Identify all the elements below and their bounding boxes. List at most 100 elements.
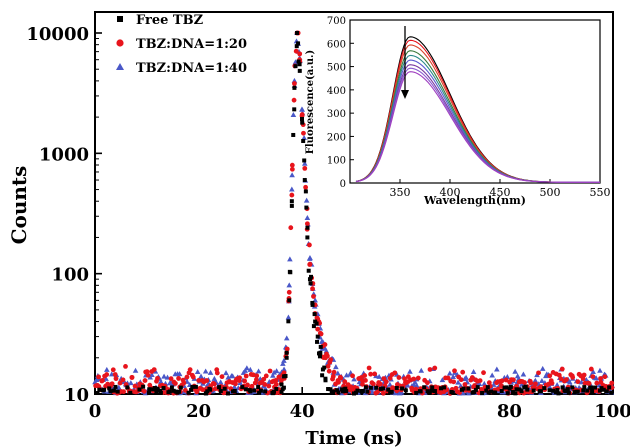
data-point	[300, 116, 305, 121]
data-point	[570, 374, 576, 380]
data-point	[588, 366, 594, 372]
data-point	[186, 390, 191, 395]
data-point	[128, 390, 133, 395]
data-point	[317, 351, 322, 356]
data-point	[513, 391, 518, 396]
inset-x-tick-label-2: 450	[490, 186, 511, 199]
data-point	[147, 382, 153, 388]
data-point	[289, 186, 295, 192]
data-point	[263, 373, 269, 379]
data-point	[169, 385, 174, 390]
data-point	[262, 382, 268, 387]
data-point	[141, 384, 146, 389]
data-point	[567, 379, 573, 385]
data-point	[178, 385, 183, 390]
data-point	[558, 376, 564, 382]
data-point	[559, 366, 565, 372]
data-point	[100, 377, 105, 383]
data-point	[502, 385, 507, 390]
legend-label-2: TBZ:DNA=1:40	[136, 61, 247, 76]
data-point	[531, 388, 536, 393]
data-point	[294, 44, 299, 49]
data-point	[470, 368, 477, 374]
data-point	[330, 376, 335, 382]
data-point	[326, 387, 331, 392]
data-point	[104, 372, 110, 377]
data-point	[333, 364, 339, 370]
data-point	[302, 158, 307, 163]
data-point	[290, 112, 297, 118]
data-point	[297, 62, 302, 67]
data-point	[585, 388, 590, 393]
data-point	[602, 374, 608, 380]
data-point	[504, 385, 509, 390]
data-point	[514, 373, 521, 379]
data-point	[297, 68, 302, 73]
legend-label-0: Free TBZ	[136, 13, 204, 28]
data-point	[533, 381, 538, 387]
data-point	[296, 41, 301, 46]
data-point	[372, 371, 378, 377]
data-point	[322, 365, 327, 370]
data-point	[370, 381, 376, 387]
data-point	[261, 376, 267, 382]
data-point	[368, 385, 373, 390]
data-point	[287, 298, 292, 303]
data-point	[480, 391, 485, 396]
data-point	[519, 389, 524, 394]
data-point	[318, 344, 323, 349]
data-point	[307, 262, 313, 267]
data-point	[493, 390, 498, 395]
data-point	[167, 389, 172, 394]
data-point	[486, 390, 491, 395]
data-point	[237, 375, 242, 381]
legend-item-2: TBZ:DNA=1:40	[116, 61, 247, 76]
data-point	[161, 386, 166, 391]
data-point	[538, 389, 543, 394]
data-point	[295, 31, 300, 35]
data-point	[304, 205, 309, 210]
data-point	[593, 385, 598, 390]
data-point	[204, 391, 209, 396]
data-point	[307, 277, 312, 282]
data-point	[250, 372, 256, 378]
data-point	[117, 380, 123, 386]
data-point	[475, 385, 480, 390]
legend-item-1: TBZ:DNA=1:20	[116, 37, 247, 52]
inset-x-tick-label-4: 550	[590, 186, 611, 199]
data-point	[310, 286, 315, 292]
data-point	[289, 199, 294, 204]
data-point	[292, 81, 297, 86]
data-point	[599, 386, 604, 391]
data-point	[284, 350, 289, 355]
data-point	[360, 388, 365, 393]
data-point	[439, 386, 444, 391]
data-point	[594, 380, 600, 386]
data-point	[476, 381, 483, 387]
data-point	[289, 192, 295, 198]
data-point	[207, 369, 214, 375]
data-point	[472, 390, 477, 395]
data-point	[255, 368, 262, 374]
data-point	[301, 130, 306, 136]
main-data-points	[92, 30, 615, 396]
data-point	[182, 387, 188, 393]
data-point	[386, 387, 391, 392]
data-point	[128, 380, 134, 386]
data-point	[243, 387, 248, 392]
y-tick-label-1: 100	[51, 265, 89, 286]
data-point	[450, 374, 456, 380]
data-point	[539, 365, 546, 371]
inset-y-tick-label-6: 600	[327, 39, 346, 50]
data-point	[418, 367, 425, 373]
data-point	[445, 375, 451, 381]
data-point	[292, 107, 297, 112]
data-point	[270, 372, 276, 378]
data-point	[317, 354, 322, 359]
data-point	[522, 380, 527, 385]
data-point	[286, 319, 291, 324]
data-point	[414, 390, 419, 395]
data-point	[582, 385, 587, 390]
data-point	[226, 391, 231, 396]
data-point	[263, 389, 268, 394]
